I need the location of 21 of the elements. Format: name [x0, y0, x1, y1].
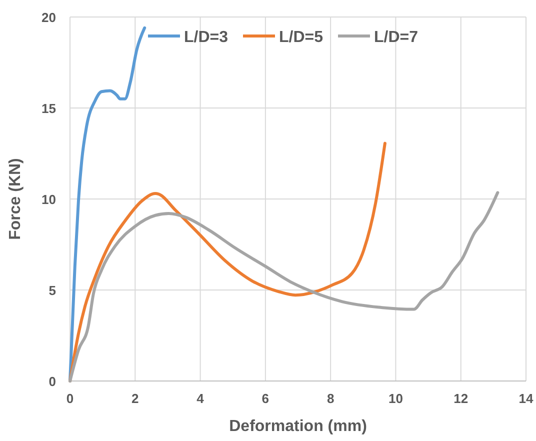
y-tick-label: 15 — [42, 101, 56, 116]
legend-label: L/D=3 — [184, 29, 228, 46]
y-tick-label: 0 — [48, 374, 56, 389]
line-series — [68, 191, 500, 382]
y-axis-title: Force (KN) — [7, 158, 24, 240]
x-tick-label: 10 — [388, 391, 403, 406]
x-tick-label: 14 — [518, 391, 534, 406]
legend-label: L/D=5 — [279, 29, 324, 46]
line-series — [68, 142, 386, 382]
x-tick-label: 4 — [196, 391, 205, 406]
y-tick-label: 10 — [42, 192, 56, 207]
y-tick-label: 5 — [48, 283, 56, 298]
line-series — [68, 26, 146, 382]
legend-label: L/D=7 — [374, 29, 418, 46]
x-tick-label: 6 — [262, 391, 270, 406]
x-tick-label: 2 — [132, 391, 139, 406]
y-tick-label: 20 — [42, 10, 56, 25]
x-tick-label: 8 — [326, 391, 334, 406]
x-tick-label: 12 — [454, 391, 468, 406]
x-axis-title: Deformation (mm) — [229, 418, 367, 435]
x-tick-label: 0 — [66, 391, 74, 406]
